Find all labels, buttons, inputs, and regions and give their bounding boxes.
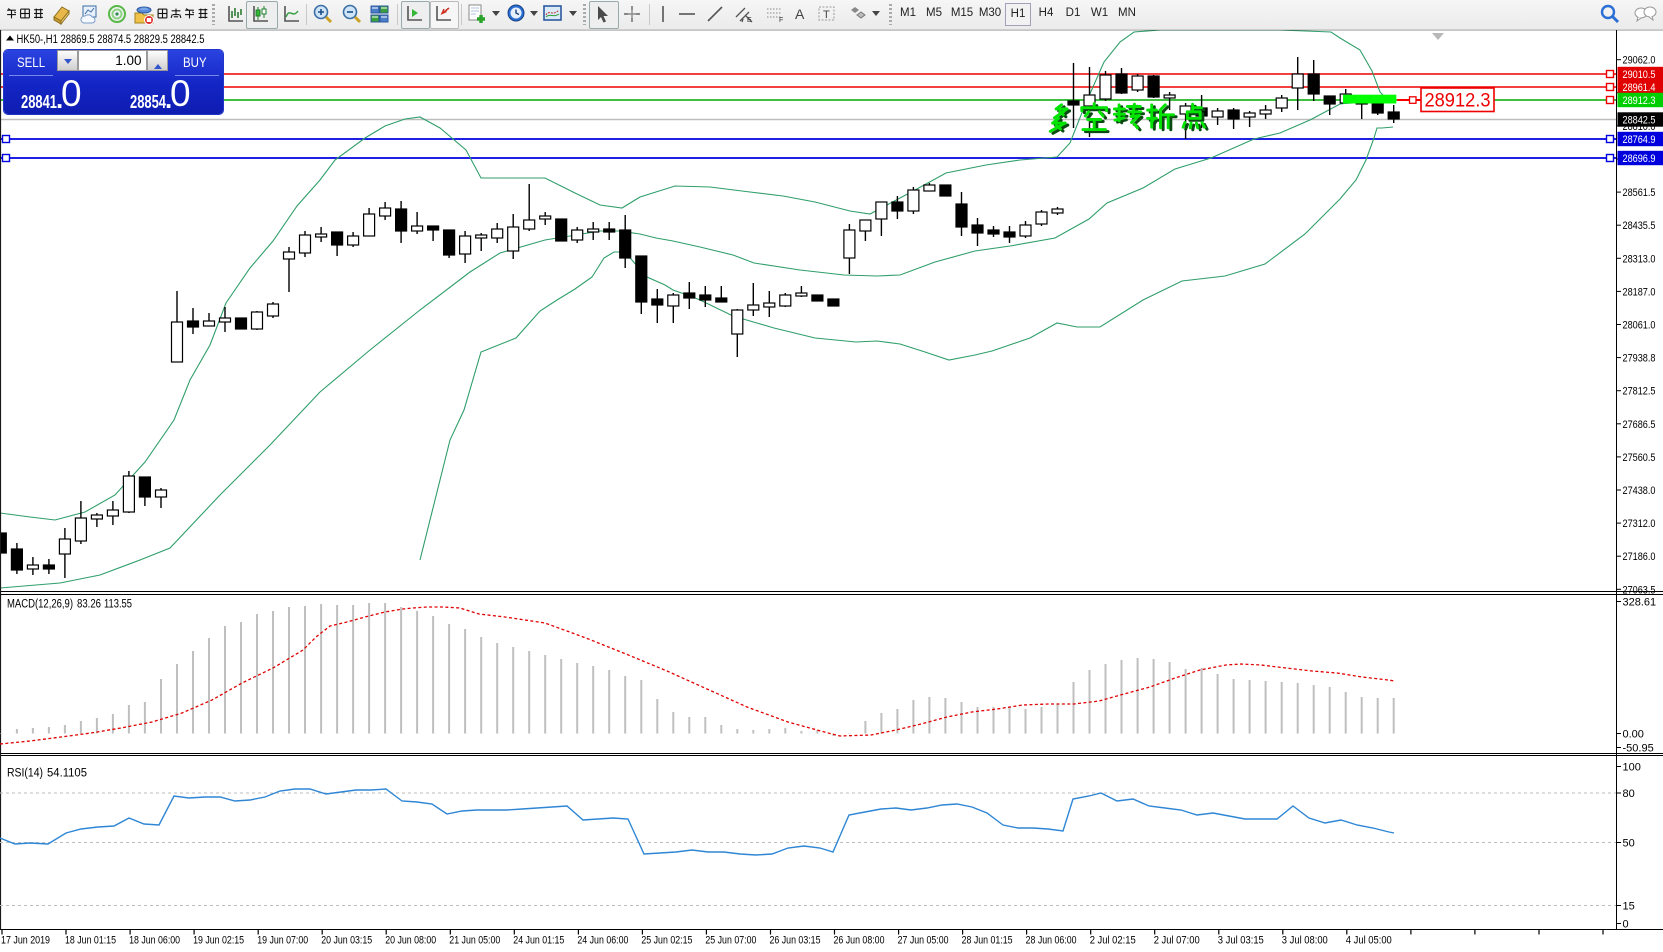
- svg-text:RSI(14): RSI(14): [7, 768, 43, 780]
- svg-text:0: 0: [1623, 919, 1629, 931]
- svg-text:28961.4: 28961.4: [1623, 82, 1656, 94]
- svg-text:27063.5: 27063.5: [1623, 584, 1656, 596]
- svg-text:28912.3: 28912.3: [1425, 90, 1491, 112]
- svg-text:4 Jul 05:00: 4 Jul 05:00: [1346, 935, 1392, 947]
- svg-text:26 Jun 08:00: 26 Jun 08:00: [834, 935, 885, 947]
- svg-text:27560.5: 27560.5: [1623, 452, 1656, 464]
- svg-text:21 Jun 05:00: 21 Jun 05:00: [449, 935, 500, 947]
- svg-text:113.55: 113.55: [104, 599, 132, 611]
- svg-text:28435.5: 28435.5: [1623, 220, 1656, 232]
- svg-text:83.26: 83.26: [77, 599, 101, 611]
- svg-text:HK50-,H1 28869.5 28874.5 2882: HK50-,H1 28869.5 28874.5 28829.5 28842.5: [17, 34, 205, 46]
- svg-text:0.00: 0.00: [1623, 729, 1644, 741]
- svg-text:27938.8: 27938.8: [1623, 353, 1656, 365]
- svg-text:MACD(12,26,9): MACD(12,26,9): [7, 599, 73, 611]
- svg-text:50: 50: [1623, 838, 1635, 850]
- svg-text:29010.5: 29010.5: [1623, 69, 1656, 81]
- svg-text:54.1105: 54.1105: [47, 768, 87, 780]
- svg-text:2 Jul 02:15: 2 Jul 02:15: [1090, 935, 1136, 947]
- svg-text:28764.9: 28764.9: [1623, 134, 1656, 146]
- svg-text:28187.0: 28187.0: [1623, 286, 1656, 298]
- svg-text:F: F: [779, 17, 783, 24]
- svg-text:17 Jun 2019: 17 Jun 2019: [1, 935, 50, 947]
- svg-text:27812.5: 27812.5: [1623, 386, 1656, 398]
- svg-text:15: 15: [1623, 901, 1635, 913]
- svg-text:18 Jun 06:00: 18 Jun 06:00: [129, 935, 180, 947]
- svg-text:24 Jun 01:15: 24 Jun 01:15: [513, 935, 564, 947]
- svg-text:29062.0: 29062.0: [1623, 55, 1656, 67]
- svg-text:T: T: [823, 9, 830, 21]
- svg-text:27686.5: 27686.5: [1623, 419, 1656, 431]
- svg-text:3 Jul 03:15: 3 Jul 03:15: [1218, 935, 1264, 947]
- svg-text:28 Jun 01:15: 28 Jun 01:15: [962, 935, 1013, 947]
- svg-text:100: 100: [1623, 762, 1641, 774]
- svg-text:28696.9: 28696.9: [1623, 153, 1656, 165]
- svg-text:24 Jun 06:00: 24 Jun 06:00: [577, 935, 628, 947]
- svg-text:28842.5: 28842.5: [1623, 115, 1656, 127]
- svg-text:28 Jun 06:00: 28 Jun 06:00: [1026, 935, 1077, 947]
- svg-text:25 Jun 02:15: 25 Jun 02:15: [641, 935, 692, 947]
- svg-text:28561.5: 28561.5: [1623, 187, 1656, 199]
- svg-text:18 Jun 01:15: 18 Jun 01:15: [65, 935, 116, 947]
- svg-text:28313.0: 28313.0: [1623, 253, 1656, 265]
- svg-text:25 Jun 07:00: 25 Jun 07:00: [705, 935, 756, 947]
- svg-text:27 Jun 05:00: 27 Jun 05:00: [898, 935, 949, 947]
- svg-text:19 Jun 07:00: 19 Jun 07:00: [257, 935, 308, 947]
- svg-text:28061.0: 28061.0: [1623, 320, 1656, 332]
- svg-text:20 Jun 08:00: 20 Jun 08:00: [385, 935, 436, 947]
- svg-text:27186.0: 27186.0: [1623, 551, 1656, 563]
- svg-text:2 Jul 07:00: 2 Jul 07:00: [1154, 935, 1200, 947]
- svg-text:-50.95: -50.95: [1623, 743, 1654, 755]
- svg-text:E: E: [747, 17, 752, 24]
- svg-text:20 Jun 03:15: 20 Jun 03:15: [321, 935, 372, 947]
- svg-text:328.61: 328.61: [1623, 597, 1657, 609]
- svg-text:3 Jul 08:00: 3 Jul 08:00: [1282, 935, 1328, 947]
- svg-text:26 Jun 03:15: 26 Jun 03:15: [770, 935, 821, 947]
- svg-text:27438.0: 27438.0: [1623, 485, 1656, 497]
- svg-text:80: 80: [1623, 788, 1635, 800]
- svg-text:28912.3: 28912.3: [1623, 95, 1656, 107]
- svg-text:27312.0: 27312.0: [1623, 518, 1656, 530]
- svg-text:19 Jun 02:15: 19 Jun 02:15: [193, 935, 244, 947]
